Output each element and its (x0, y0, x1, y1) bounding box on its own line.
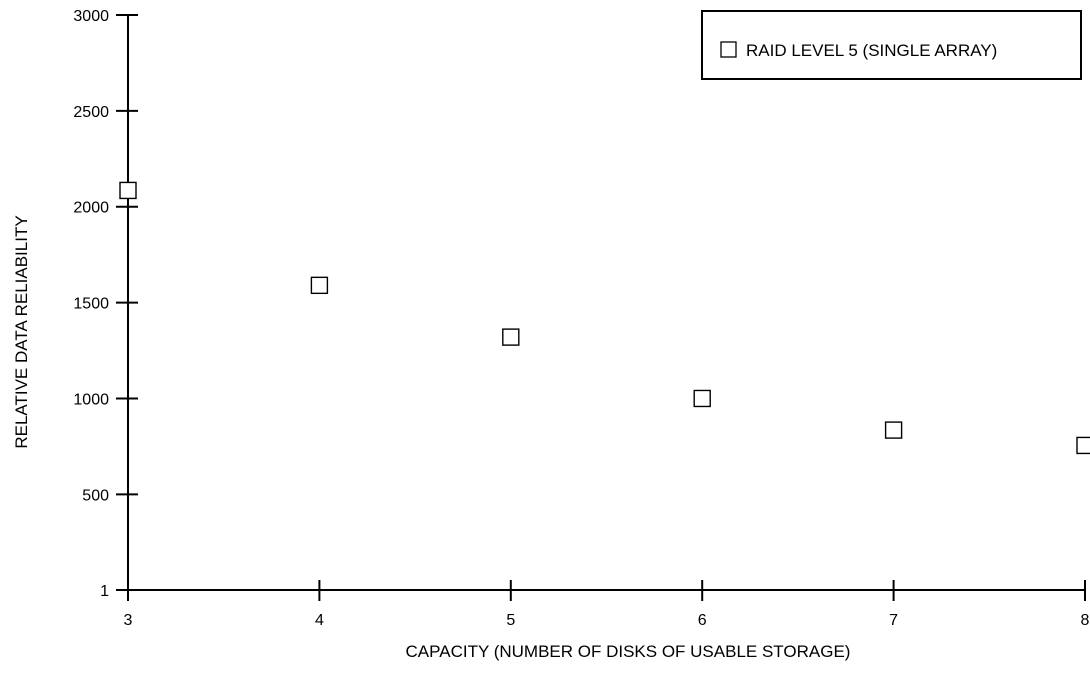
y-tick-label: 1500 (73, 296, 109, 313)
x-tick-label: 8 (1081, 612, 1090, 629)
data-point (884, 421, 903, 439)
x-tick-label: 6 (698, 612, 707, 629)
data-point (693, 389, 711, 408)
y-tick-label: 2500 (73, 104, 109, 121)
y-tick-label: 2000 (73, 200, 109, 217)
data-point (119, 181, 137, 200)
y-tick-label: 500 (82, 487, 109, 504)
x-tick-label: 4 (315, 612, 324, 629)
y-axis-title: RELATIVE DATA RELIABILITY (12, 215, 31, 448)
x-axis-ticks: 3 4 5 6 7 8 (124, 580, 1090, 629)
data-points (119, 181, 1090, 455)
data-point (1076, 436, 1090, 455)
y-tick-label: 1 (100, 583, 109, 600)
y-tick-label: 1000 (73, 391, 109, 408)
axes (127, 15, 1086, 591)
legend-marker (720, 41, 737, 58)
x-tick-label: 3 (124, 612, 133, 629)
legend-label: RAID LEVEL 5 (SINGLE ARRAY) (746, 41, 997, 60)
x-tick-label: 5 (506, 612, 515, 629)
data-point (502, 328, 520, 346)
x-axis-title: CAPACITY (NUMBER OF DISKS OF USABLE STOR… (406, 642, 851, 661)
x-tick-label: 7 (889, 612, 898, 629)
data-point (310, 276, 329, 295)
legend: RAID LEVEL 5 (SINGLE ARRAY) (701, 10, 1082, 80)
legend-box (701, 10, 1082, 80)
y-tick-label: 3000 (73, 8, 109, 25)
